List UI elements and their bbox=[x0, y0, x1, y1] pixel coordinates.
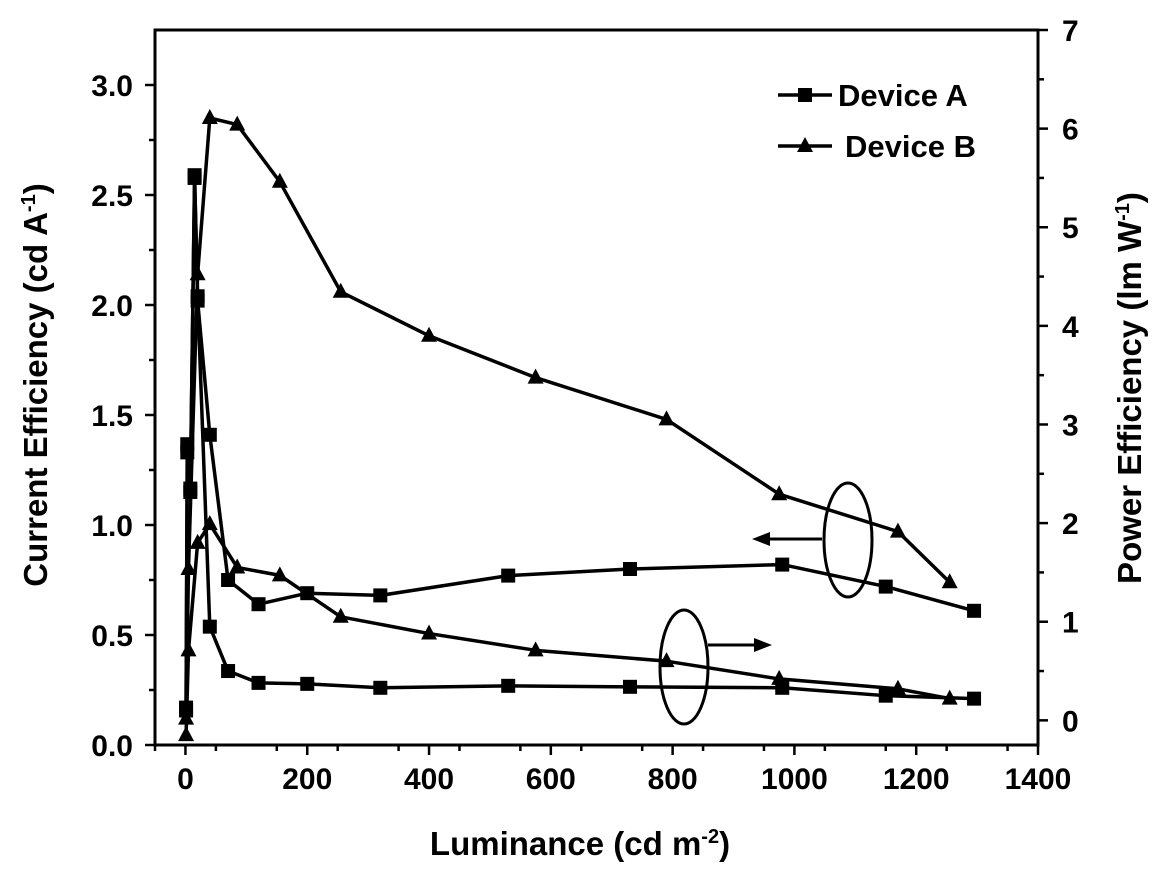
data-point-square bbox=[221, 573, 235, 587]
x-tick-label: 200 bbox=[282, 763, 332, 796]
data-point-square bbox=[252, 597, 266, 611]
data-point-square bbox=[501, 569, 515, 583]
y-right-tick-label: 2 bbox=[1062, 508, 1079, 541]
series-device-a-power bbox=[179, 171, 981, 718]
legend: Device A Device B bbox=[778, 78, 976, 164]
y-right-tick-label: 4 bbox=[1062, 311, 1079, 344]
data-point-square bbox=[967, 604, 981, 618]
right-axis-arrowhead bbox=[754, 638, 772, 652]
y-left-axis-title: Current Efficiency (cd A-1) bbox=[17, 183, 54, 586]
legend-item-device-a: Device A bbox=[778, 78, 968, 113]
y-left-tick-label: 2.5 bbox=[91, 180, 133, 213]
y-right-tick-label: 5 bbox=[1062, 212, 1079, 245]
data-point-square bbox=[623, 680, 637, 694]
y-right-tick-label: 1 bbox=[1062, 607, 1079, 640]
data-point-square bbox=[501, 679, 515, 693]
series-device-b-power bbox=[178, 515, 958, 741]
y-left-tick-label: 1.5 bbox=[91, 400, 133, 433]
data-point-square bbox=[188, 171, 202, 185]
x-tick-label: 400 bbox=[404, 763, 454, 796]
y-left-tick-label: 1.0 bbox=[91, 510, 133, 543]
series-line-device-a-current bbox=[186, 175, 974, 707]
y-right-tick-label: 7 bbox=[1062, 15, 1079, 48]
y-right-tick-label: 3 bbox=[1062, 409, 1079, 442]
legend-square-marker bbox=[798, 88, 812, 102]
data-point-square bbox=[623, 562, 637, 576]
data-point-square bbox=[775, 558, 789, 572]
x-tick-label: 800 bbox=[648, 763, 698, 796]
data-point-square bbox=[373, 588, 387, 602]
data-point-triangle bbox=[202, 109, 218, 124]
y-left-tick-label: 0.5 bbox=[91, 620, 133, 653]
data-point-square bbox=[252, 676, 266, 690]
x-tick-label: 0 bbox=[177, 763, 194, 796]
y-right-tick-label: 0 bbox=[1062, 705, 1079, 738]
x-tick-label: 1400 bbox=[1005, 763, 1072, 796]
data-point-triangle bbox=[771, 485, 787, 500]
y-left-tick-label: 0.0 bbox=[91, 730, 133, 763]
data-point-square bbox=[221, 664, 235, 678]
legend-label-device-b: Device B bbox=[845, 129, 976, 164]
left-axis-arrowhead bbox=[752, 532, 770, 546]
y-left-tick-label: 3.0 bbox=[91, 70, 133, 103]
data-point-square bbox=[879, 580, 893, 594]
legend-item-device-b: Device B bbox=[778, 129, 976, 164]
data-point-square bbox=[373, 681, 387, 695]
data-point-square bbox=[203, 428, 217, 442]
data-point-triangle bbox=[180, 641, 196, 656]
series-line-device-a-power bbox=[186, 178, 974, 711]
data-point-square bbox=[879, 689, 893, 703]
x-axis-title: Luminance (cd m-2) bbox=[430, 825, 730, 862]
y-right-axis-title: Power Efficiency (lm W-1) bbox=[1111, 192, 1148, 584]
series-device-b-current bbox=[178, 109, 958, 725]
y-right-tick-label: 6 bbox=[1062, 114, 1079, 147]
data-point-triangle bbox=[178, 726, 194, 741]
data-point-square bbox=[967, 692, 981, 706]
series-group bbox=[178, 109, 981, 741]
data-point-triangle bbox=[333, 608, 349, 623]
y-left-tick-label: 2.0 bbox=[91, 290, 133, 323]
data-point-square bbox=[203, 620, 217, 634]
series-device-a-current bbox=[179, 168, 981, 714]
series-line-device-b-power bbox=[186, 524, 950, 735]
series-line-device-b-current bbox=[186, 118, 950, 719]
x-tick-label: 1000 bbox=[761, 763, 828, 796]
legend-label-device-a: Device A bbox=[838, 78, 968, 113]
x-tick-label: 1200 bbox=[883, 763, 950, 796]
data-point-square bbox=[300, 677, 314, 691]
x-tick-label: 600 bbox=[526, 763, 576, 796]
